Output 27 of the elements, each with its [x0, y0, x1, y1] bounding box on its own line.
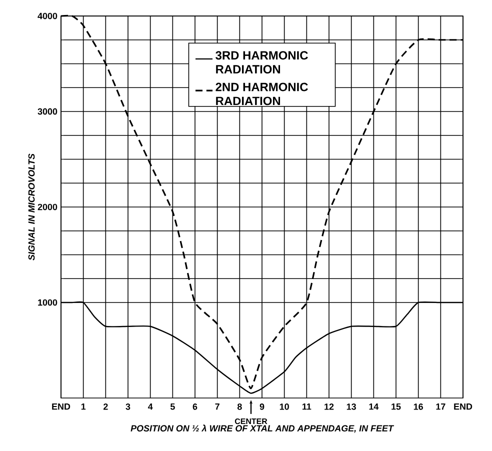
x-tick-label: 11	[302, 404, 312, 410]
legend-label: 2ND HARMONIC RADIATION	[216, 82, 308, 106]
x-axis-title: POSITION ON ½ λ WIRE OF XTAL AND APPENDAGE, IN FEET	[130, 424, 394, 433]
x-tick-label: 6	[192, 404, 198, 410]
x-tick-label: 8	[237, 404, 242, 410]
x-tick-label: 17	[436, 404, 446, 410]
x-tick-label: 3	[126, 404, 130, 410]
x-tick-label: 10	[280, 404, 289, 410]
y-tick-label: 4000	[38, 12, 58, 20]
x-tick-label: 9	[260, 404, 264, 410]
y-tick-label: 1000	[38, 299, 58, 306]
x-tick-label: 4	[148, 404, 153, 410]
x-tick-label: 15	[392, 404, 401, 410]
x-tick-label: 14	[369, 404, 379, 410]
x-tick-label: 7	[215, 404, 220, 410]
x-tick-label: END	[454, 404, 472, 410]
x-tick-label: 13	[346, 404, 356, 410]
x-tick-label: 12	[324, 404, 334, 410]
x-tick-label: END	[52, 404, 70, 410]
y-tick-label: 2000	[38, 204, 58, 210]
y-tick-label: 3000	[38, 108, 58, 115]
y-axis-title: SIGNAL IN MICROVOLTS	[28, 154, 35, 260]
x-tick-label: 5	[170, 404, 175, 410]
legend-label: 3RD HARMONIC RADIATION	[216, 51, 308, 74]
x-tick-label: 2	[103, 404, 108, 410]
x-tick-label: 1	[81, 404, 86, 410]
x-tick-label: 16	[414, 404, 423, 410]
